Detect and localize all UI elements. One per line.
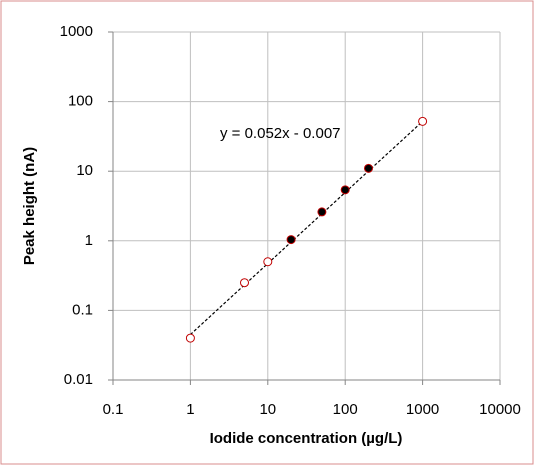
y-tick-label: 1000: [60, 23, 93, 40]
trendline: [189, 120, 424, 335]
data-point: [263, 257, 273, 267]
annotation: y = 0.052x - 0.007: [220, 125, 341, 142]
data-point: [418, 116, 428, 126]
y-tick-label: 1: [85, 232, 93, 249]
x-tick-label: 10000: [479, 401, 521, 418]
data-point: [340, 185, 350, 195]
data-point: [317, 207, 327, 217]
y-axis-label: Peak height (nA): [21, 147, 38, 265]
y-tick-label: 100: [68, 93, 93, 110]
data-point: [286, 235, 296, 245]
data-point: [185, 333, 195, 343]
x-tick-label: 100: [333, 401, 358, 418]
y-tick-label: 0.01: [64, 371, 93, 388]
x-tick-label: 1000: [406, 401, 439, 418]
x-tick-label: 1: [186, 401, 194, 418]
x-tick-label: 10: [259, 401, 276, 418]
x-tick-label: 0.1: [103, 401, 124, 418]
data-point: [363, 163, 373, 173]
y-tick-label: 0.1: [72, 301, 93, 318]
data-point: [240, 278, 250, 288]
y-tick-label: 10: [76, 162, 93, 179]
x-axis-label: Iodide concentration (µg/L): [210, 430, 403, 447]
